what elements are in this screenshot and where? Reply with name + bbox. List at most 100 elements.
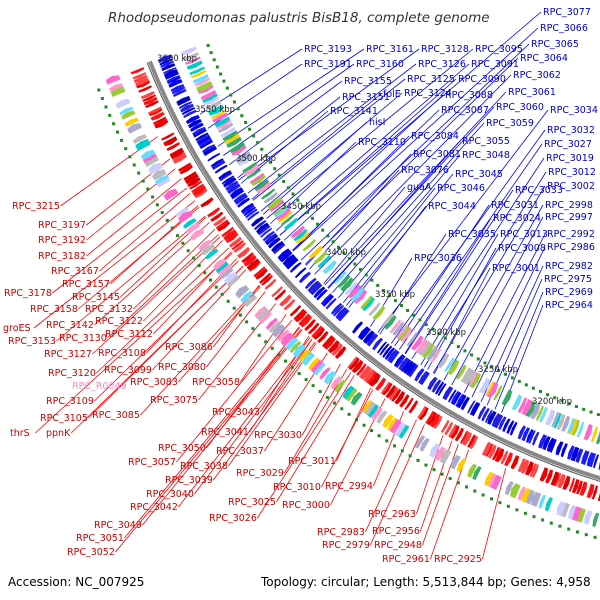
- gene-label[interactable]: hisI: [369, 117, 385, 128]
- gene-label[interactable]: RPC_3124: [404, 88, 452, 99]
- gene-label[interactable]: RPC_3105: [40, 413, 88, 424]
- gene-label[interactable]: RPC_3178: [4, 288, 52, 299]
- gene-label[interactable]: RPC_3155: [344, 76, 392, 87]
- gene-label[interactable]: RPC_2963: [368, 509, 416, 520]
- gene-label[interactable]: RPC_3157: [62, 279, 110, 290]
- gene-label[interactable]: RPC_3091: [471, 59, 519, 70]
- gene-label[interactable]: RPC_3027: [544, 139, 592, 150]
- gene-label[interactable]: RPC_3109: [46, 396, 94, 407]
- gene-label[interactable]: RPC_3076: [401, 165, 449, 176]
- gene-label[interactable]: RPC_2983: [317, 527, 365, 538]
- gene-label[interactable]: RPC_3041: [201, 427, 249, 438]
- gene-label[interactable]: RPC_3050: [158, 443, 206, 454]
- gene-label[interactable]: RPC_3059: [486, 118, 534, 129]
- gene-label[interactable]: RPC_2997: [545, 212, 593, 223]
- gene-label[interactable]: RPC_3024: [493, 213, 541, 224]
- gene-label[interactable]: RPC_3044: [428, 201, 476, 212]
- gene-label[interactable]: RPC_2975: [544, 274, 592, 285]
- gene-label[interactable]: RPC_3145: [72, 292, 120, 303]
- gene-label[interactable]: RPC_2956: [372, 526, 420, 537]
- gene-label[interactable]: RPC_2994: [325, 481, 373, 492]
- gene-label[interactable]: RPC_3084: [411, 131, 459, 142]
- gene-label[interactable]: groES: [3, 323, 31, 334]
- gene-label[interactable]: RPC_3029: [236, 468, 284, 479]
- gene-label[interactable]: RPC_3151: [342, 92, 390, 103]
- gene-label[interactable]: RPC_3031: [491, 200, 539, 211]
- gene-label[interactable]: RPC_3086: [165, 342, 213, 353]
- gene-label[interactable]: RPC_3038: [180, 461, 228, 472]
- gene-label[interactable]: RPC_3122: [95, 316, 143, 327]
- gene-label[interactable]: RPC_2986: [547, 242, 595, 253]
- gene-label[interactable]: RPC_2961: [382, 554, 430, 565]
- gene-label[interactable]: folE: [383, 89, 401, 100]
- gene-label[interactable]: RPC_3095: [475, 44, 523, 55]
- gene-label[interactable]: RPC_2979: [322, 540, 370, 551]
- gene-label[interactable]: RPC_3051: [76, 533, 124, 544]
- gene-label[interactable]: RPC_2925: [434, 554, 482, 565]
- gene-label[interactable]: RPC_3066: [540, 23, 588, 34]
- gene-label[interactable]: RPC_3048: [462, 150, 510, 161]
- gene-label[interactable]: RPC_3065: [531, 39, 579, 50]
- gene-label[interactable]: RPC_3037: [216, 446, 264, 457]
- gene-label[interactable]: RPC_3030: [254, 430, 302, 441]
- gene-label[interactable]: RPC_3127: [44, 349, 92, 360]
- gene-label[interactable]: RPC_3193: [304, 44, 352, 55]
- gene-label[interactable]: RPC_3081: [413, 149, 461, 160]
- gene-label[interactable]: RPC_3112: [105, 329, 153, 340]
- gene-label[interactable]: RPC_3062: [513, 70, 561, 81]
- gene-label[interactable]: RPC_3191: [304, 59, 352, 70]
- gene-label[interactable]: RPC_3090: [458, 74, 506, 85]
- gene-label[interactable]: RPC_3099: [104, 365, 152, 376]
- gene-label[interactable]: RPC_3080: [158, 362, 206, 373]
- gene-label[interactable]: RPC_3045: [455, 169, 503, 180]
- gene-label[interactable]: RPC_3011: [288, 456, 336, 467]
- gene-label[interactable]: RPC_3110: [358, 137, 406, 148]
- gene-label[interactable]: RPC_3077: [543, 7, 591, 18]
- gene-label[interactable]: RPC_3153: [8, 336, 56, 347]
- gene-label[interactable]: RPC_3126: [418, 59, 466, 70]
- gene-label[interactable]: RPC_3043: [212, 407, 260, 418]
- gene-label[interactable]: RPC_3046: [437, 183, 485, 194]
- gene-label[interactable]: RPC_3042: [130, 502, 178, 513]
- gene-label[interactable]: RPC_3025: [228, 497, 276, 508]
- gene-label[interactable]: RPC_3035: [448, 229, 496, 240]
- gene-label[interactable]: RPC_3167: [51, 266, 99, 277]
- gene-label[interactable]: RPC_2982: [545, 261, 593, 272]
- gene-label[interactable]: RPC_3160: [356, 59, 404, 70]
- gene-label[interactable]: RPC_3182: [38, 251, 86, 262]
- gene-label[interactable]: RPC_3026: [209, 513, 257, 524]
- gene-label[interactable]: RPC_3032: [547, 125, 595, 136]
- gene-label[interactable]: RPC_3088: [445, 90, 493, 101]
- gene-label[interactable]: RPC_3008: [498, 243, 546, 254]
- gene-label[interactable]: RPC_3036: [414, 253, 462, 264]
- gene-label[interactable]: RPC_3087: [441, 105, 489, 116]
- gene-label[interactable]: RPC_3128: [421, 44, 469, 55]
- gene-label[interactable]: RPC_3002: [547, 181, 595, 192]
- gene-label[interactable]: RPC_3085: [92, 410, 140, 421]
- gene-label[interactable]: ppnK: [46, 428, 71, 439]
- gene-label[interactable]: RPC_3034: [550, 105, 598, 116]
- gene-label[interactable]: RPC_3012: [548, 167, 596, 178]
- gene-label[interactable]: RPC_3040: [146, 489, 194, 500]
- gene-label[interactable]: guaA: [407, 182, 432, 193]
- gene-label[interactable]: RPC_3130: [59, 333, 107, 344]
- gene-label[interactable]: RPC_2998: [545, 200, 593, 211]
- gene-label[interactable]: RPC_3192: [38, 235, 86, 246]
- gene-label[interactable]: RPC_3055: [462, 136, 510, 147]
- gene-label[interactable]: RPC_2969: [545, 287, 593, 298]
- gene-label[interactable]: RPC_3001: [492, 263, 540, 274]
- gene-label[interactable]: thrS: [10, 428, 30, 439]
- gene-label[interactable]: RPC_3060: [496, 102, 544, 113]
- gene-label[interactable]: RPC_3120: [48, 368, 96, 379]
- gene-label[interactable]: RPC_2992: [547, 229, 595, 240]
- gene-label[interactable]: RPC_3057: [128, 457, 176, 468]
- gene-label[interactable]: RPC_3033: [515, 185, 563, 196]
- gene-label[interactable]: RPC_3132: [85, 304, 133, 315]
- gene-label[interactable]: RPC_3215: [12, 201, 60, 212]
- gene-label[interactable]: RPC_3161: [366, 44, 414, 55]
- gene-label[interactable]: RPC_3000: [282, 500, 330, 511]
- gene-label[interactable]: RPC_3039: [165, 475, 213, 486]
- gene-label[interactable]: RPC_3125: [407, 74, 455, 85]
- gene-label[interactable]: RPC_2964: [545, 300, 593, 311]
- gene-label[interactable]: RPC_2948: [374, 540, 422, 551]
